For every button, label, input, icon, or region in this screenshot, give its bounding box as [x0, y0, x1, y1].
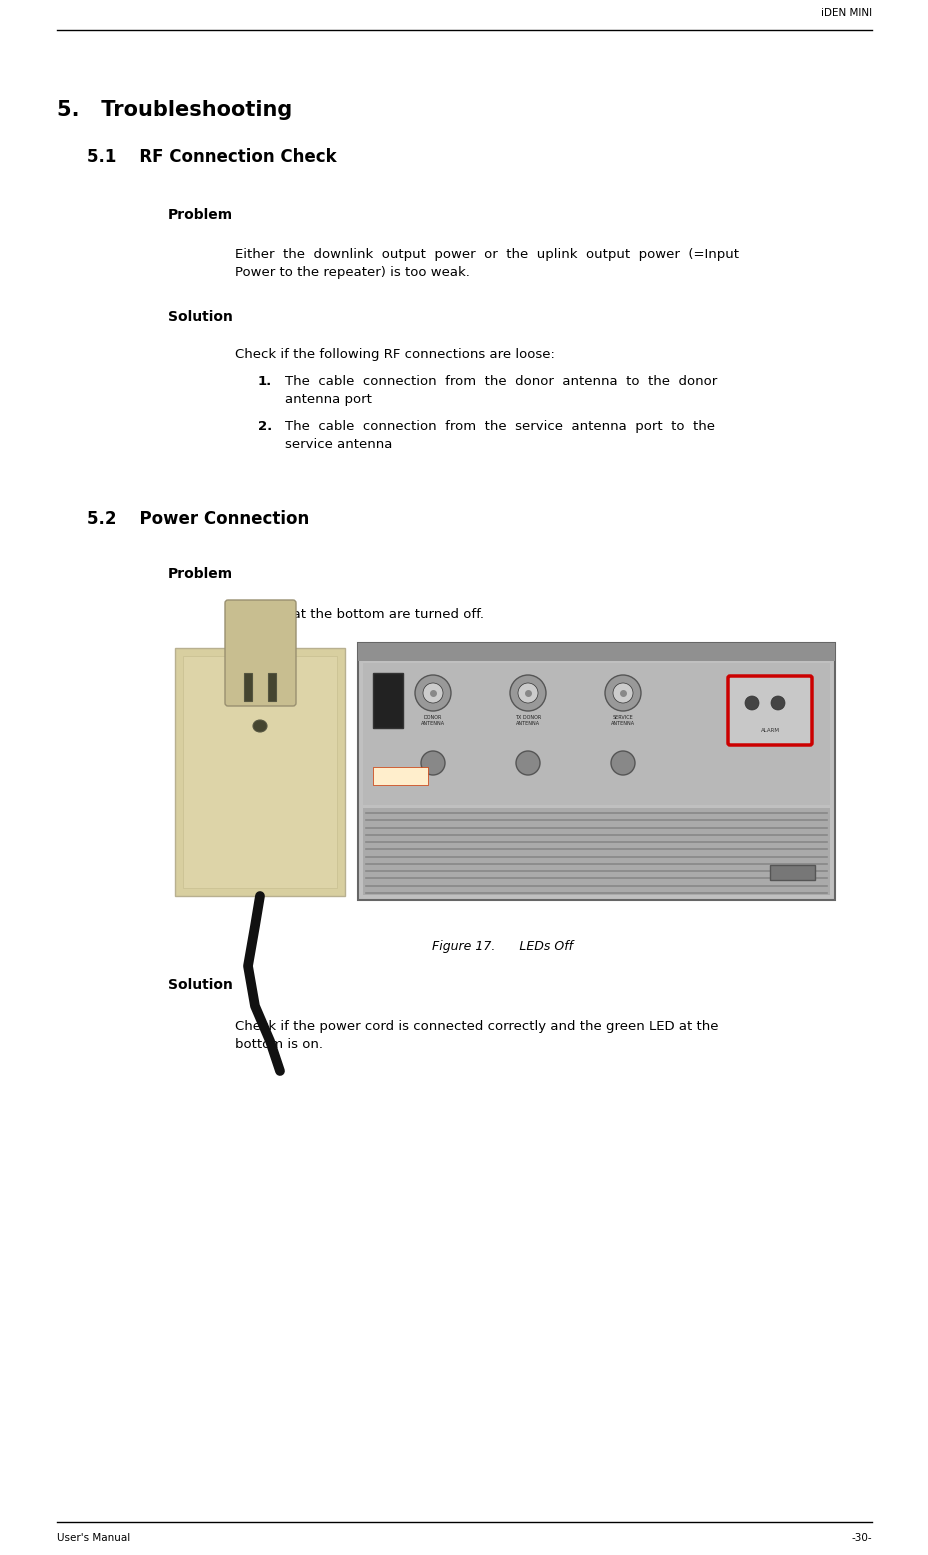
Bar	[267, 673, 276, 701]
Text: service antenna: service antenna	[285, 439, 392, 451]
Bar	[357, 644, 834, 661]
Circle shape	[420, 751, 445, 774]
Circle shape	[422, 683, 443, 703]
Text: 5.2    Power Connection: 5.2 Power Connection	[87, 510, 309, 529]
Circle shape	[515, 751, 539, 774]
Circle shape	[604, 675, 640, 711]
Text: antenna port: antenna port	[285, 393, 371, 406]
Text: Either  the  downlink  output  power  or  the  uplink  output  power  (=Input: Either the downlink output power or the …	[235, 247, 738, 261]
Text: iDEN MINI: iDEN MINI	[820, 8, 871, 19]
Bar	[363, 662, 829, 805]
Text: bottom is on.: bottom is on.	[235, 1039, 323, 1051]
Bar	[244, 673, 251, 701]
Text: -30-: -30-	[850, 1533, 871, 1543]
Circle shape	[415, 675, 450, 711]
Bar	[373, 673, 403, 728]
Text: Figure 17.      LEDs Off: Figure 17. LEDs Off	[432, 941, 573, 953]
Text: Check if the following RF connections are loose:: Check if the following RF connections ar…	[235, 348, 554, 361]
Text: SERVICE
ANTENNA: SERVICE ANTENNA	[611, 715, 635, 726]
Bar	[363, 809, 829, 896]
Text: TX DONOR
ANTENNA: TX DONOR ANTENNA	[514, 715, 540, 726]
Bar	[357, 644, 834, 900]
Ellipse shape	[252, 720, 266, 732]
Text: The  cable  connection  from  the  service  antenna  port  to  the: The cable connection from the service an…	[285, 420, 715, 432]
Circle shape	[518, 683, 537, 703]
Text: All LEDs at the bottom are turned off.: All LEDs at the bottom are turned off.	[235, 608, 483, 620]
Circle shape	[611, 751, 635, 774]
Text: Check if the power cord is connected correctly and the green LED at the: Check if the power cord is connected cor…	[235, 1020, 717, 1033]
Circle shape	[612, 683, 632, 703]
Text: Problem: Problem	[168, 568, 233, 582]
Text: 2.: 2.	[258, 420, 272, 432]
Text: Solution: Solution	[168, 309, 233, 323]
Text: Power to the repeater) is too weak.: Power to the repeater) is too weak.	[235, 266, 470, 278]
Text: Solution: Solution	[168, 978, 233, 992]
Bar	[183, 656, 337, 888]
Circle shape	[770, 697, 784, 711]
Bar	[174, 648, 344, 896]
Circle shape	[509, 675, 546, 711]
FancyBboxPatch shape	[728, 676, 811, 745]
Text: ALARM: ALARM	[760, 728, 779, 732]
Text: Problem: Problem	[168, 208, 233, 222]
Text: User's Manual: User's Manual	[57, 1533, 130, 1543]
Bar	[769, 865, 814, 880]
Text: 5.   Troubleshooting: 5. Troubleshooting	[57, 100, 292, 120]
Bar	[168, 638, 837, 908]
Text: 1.: 1.	[258, 375, 272, 389]
Text: The  cable  connection  from  the  donor  antenna  to  the  donor: The cable connection from the donor ante…	[285, 375, 716, 389]
Text: 5.1    RF Connection Check: 5.1 RF Connection Check	[87, 148, 336, 166]
Bar	[373, 767, 428, 785]
Text: DONOR
ANTENNA: DONOR ANTENNA	[420, 715, 445, 726]
Circle shape	[744, 697, 758, 711]
FancyBboxPatch shape	[225, 600, 296, 706]
